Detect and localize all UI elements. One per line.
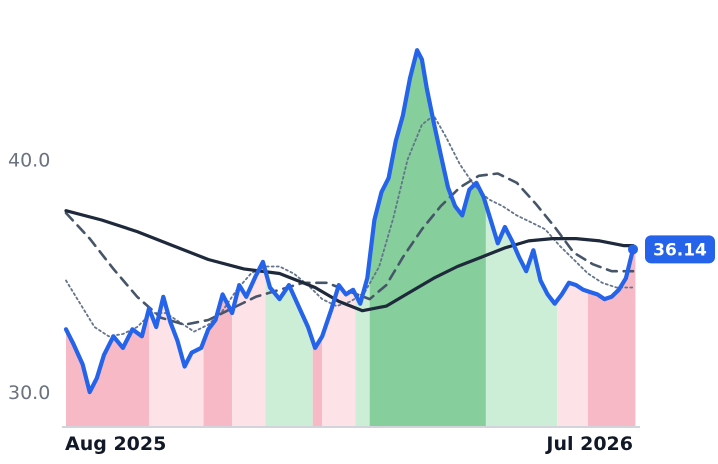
series-line-ma-mid xyxy=(64,172,635,326)
x-tick-label: Jul 2026 xyxy=(544,433,633,455)
regime-band-5-strong_down xyxy=(312,336,323,427)
regime-band-10-down xyxy=(557,282,588,427)
x-tick-label: Aug 2025 xyxy=(65,433,166,455)
last-point-marker xyxy=(628,244,638,255)
series-line-ma-long xyxy=(64,209,635,313)
series-line-price xyxy=(63,48,636,395)
regime-band-9-up xyxy=(485,204,558,427)
last-value-badge: 36.14 xyxy=(645,235,715,264)
regime-band-4-up xyxy=(265,270,313,427)
x-axis-ticks: Aug 2025 Jul 2026 xyxy=(65,433,633,455)
regime-band-8-strong_up xyxy=(369,50,486,427)
regime-band-1-down xyxy=(149,296,204,427)
y-axis-ticks: 30.0 40.0 xyxy=(8,150,50,405)
last-value-badge-bg xyxy=(645,235,715,264)
regime-bands xyxy=(66,50,636,427)
regime-band-7-up xyxy=(355,258,370,427)
regime-band-6-down xyxy=(322,285,356,427)
y-tick-label: 30.0 xyxy=(8,382,50,404)
regime-band-11-strong_down xyxy=(587,249,636,427)
regime-band-0-strong_down xyxy=(66,308,150,427)
y-tick-label: 40.0 xyxy=(8,150,50,172)
last-value-label: 36.14 xyxy=(653,240,707,260)
series-lines xyxy=(63,48,638,395)
